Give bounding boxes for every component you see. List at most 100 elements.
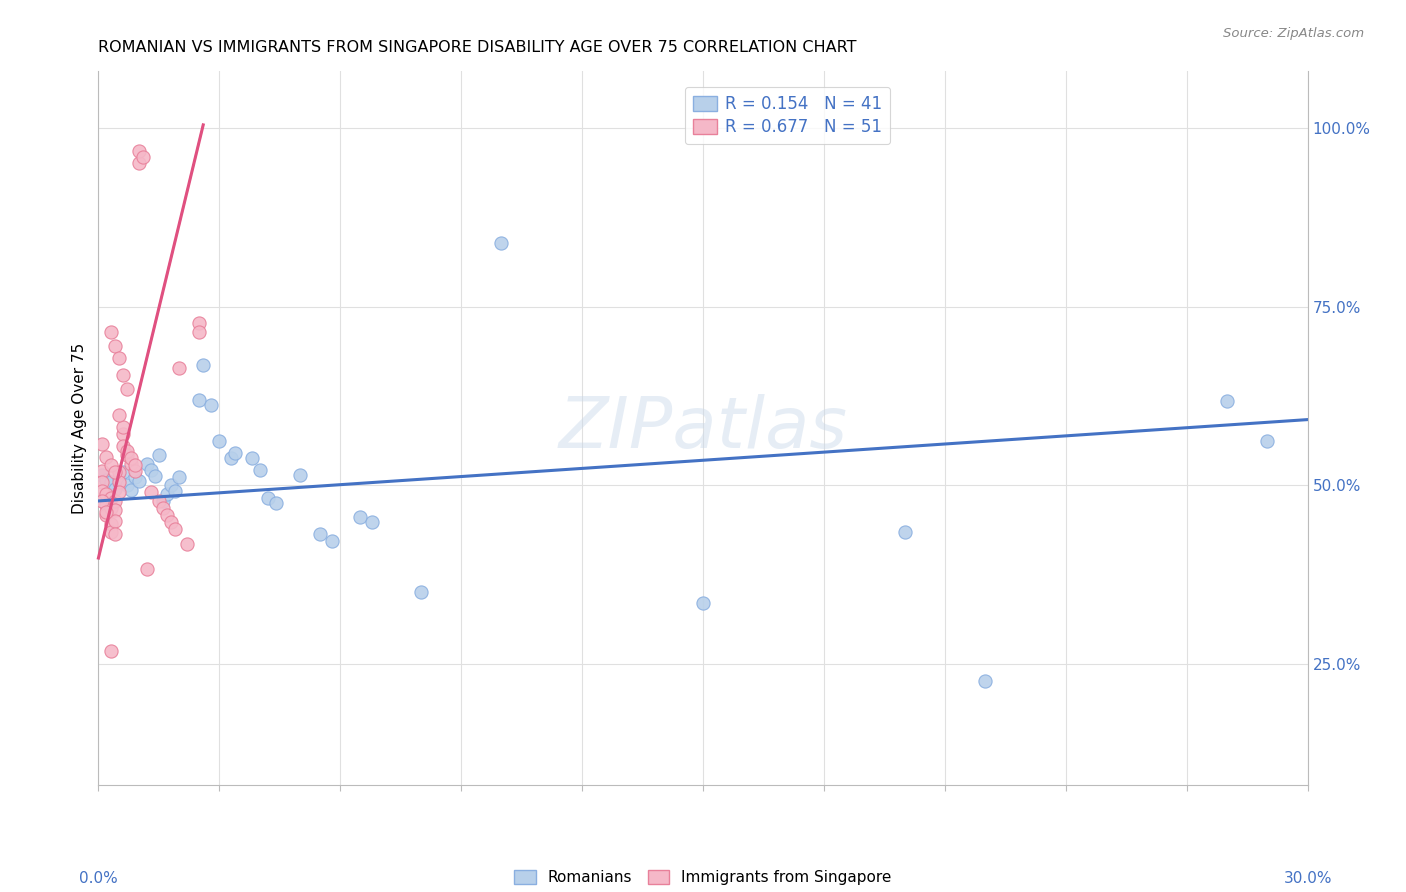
Point	[491, 235, 513, 250]
Point	[264, 496, 287, 510]
Point	[100, 501, 122, 516]
Point	[208, 434, 231, 448]
Point	[91, 437, 114, 451]
Text: ZIPatlas: ZIPatlas	[558, 393, 848, 463]
Point	[103, 482, 125, 496]
Point	[221, 451, 243, 466]
Point	[91, 483, 114, 498]
Text: ROMANIAN VS IMMIGRANTS FROM SINGAPORE DISABILITY AGE OVER 75 CORRELATION CHART: ROMANIAN VS IMMIGRANTS FROM SINGAPORE DI…	[98, 40, 856, 55]
Point	[128, 474, 150, 488]
Point	[163, 523, 186, 537]
Point	[96, 505, 118, 519]
Point	[103, 466, 125, 480]
Point	[111, 439, 134, 453]
Point	[107, 485, 129, 500]
Point	[111, 368, 134, 382]
Point	[135, 457, 157, 471]
Point	[148, 448, 170, 462]
Point	[188, 392, 211, 407]
Point	[124, 464, 146, 478]
Point	[167, 469, 190, 483]
Point	[120, 451, 142, 466]
Point	[200, 398, 222, 412]
Point	[107, 466, 129, 480]
Point	[96, 450, 118, 464]
Point	[321, 533, 343, 548]
Point	[96, 498, 118, 512]
Point	[139, 462, 162, 476]
Point	[107, 409, 129, 423]
Point	[160, 516, 183, 530]
Point	[111, 426, 134, 441]
Point	[124, 469, 146, 483]
Point	[143, 469, 166, 483]
Point	[974, 674, 997, 689]
Point	[349, 510, 371, 524]
Point	[152, 494, 174, 508]
Point	[409, 585, 432, 599]
Point	[160, 478, 183, 492]
Point	[288, 467, 311, 482]
Point	[120, 483, 142, 498]
Point	[309, 526, 332, 541]
Point	[115, 448, 138, 462]
Point	[100, 475, 122, 489]
Point	[156, 487, 179, 501]
Point	[103, 526, 125, 541]
Point	[100, 458, 122, 473]
Point	[115, 478, 138, 492]
Point	[91, 467, 114, 482]
Point	[100, 644, 122, 658]
Y-axis label: Disability Age Over 75: Disability Age Over 75	[72, 343, 87, 514]
Point	[91, 464, 114, 478]
Point	[111, 419, 134, 434]
Point	[692, 596, 714, 610]
Point	[111, 466, 134, 480]
Point	[163, 483, 186, 498]
Point	[96, 508, 118, 523]
Point	[115, 444, 138, 458]
Point	[107, 475, 129, 489]
Point	[188, 316, 211, 330]
Point	[100, 325, 122, 339]
Point	[128, 145, 150, 159]
Point	[103, 494, 125, 508]
Text: 30.0%: 30.0%	[1284, 871, 1331, 886]
Point	[107, 351, 129, 366]
Point	[139, 485, 162, 500]
Point	[249, 462, 271, 476]
Point	[100, 524, 122, 539]
Point	[167, 360, 190, 375]
Point	[100, 517, 122, 532]
Point	[107, 471, 129, 485]
Point	[240, 451, 263, 466]
Point	[100, 491, 122, 505]
Point	[120, 457, 142, 471]
Point	[103, 503, 125, 517]
Point	[152, 501, 174, 516]
Point	[124, 458, 146, 473]
Point	[91, 494, 114, 508]
Point	[256, 491, 278, 505]
Point	[96, 487, 118, 501]
Point	[893, 524, 915, 539]
Point	[103, 514, 125, 528]
Point	[193, 359, 215, 373]
Point	[1216, 394, 1239, 409]
Point	[96, 473, 118, 487]
Point	[128, 155, 150, 169]
Point	[361, 516, 384, 530]
Point	[103, 339, 125, 353]
Point	[188, 325, 211, 339]
Point	[176, 537, 198, 551]
Point	[132, 150, 155, 164]
Point	[1256, 434, 1278, 448]
Legend: R = 0.154   N = 41, R = 0.677   N = 51: R = 0.154 N = 41, R = 0.677 N = 51	[685, 87, 890, 145]
Point	[224, 446, 246, 460]
Point	[148, 494, 170, 508]
Text: Source: ZipAtlas.com: Source: ZipAtlas.com	[1223, 27, 1364, 40]
Point	[135, 562, 157, 576]
Point	[115, 382, 138, 396]
Point	[91, 475, 114, 489]
Text: 0.0%: 0.0%	[79, 871, 118, 886]
